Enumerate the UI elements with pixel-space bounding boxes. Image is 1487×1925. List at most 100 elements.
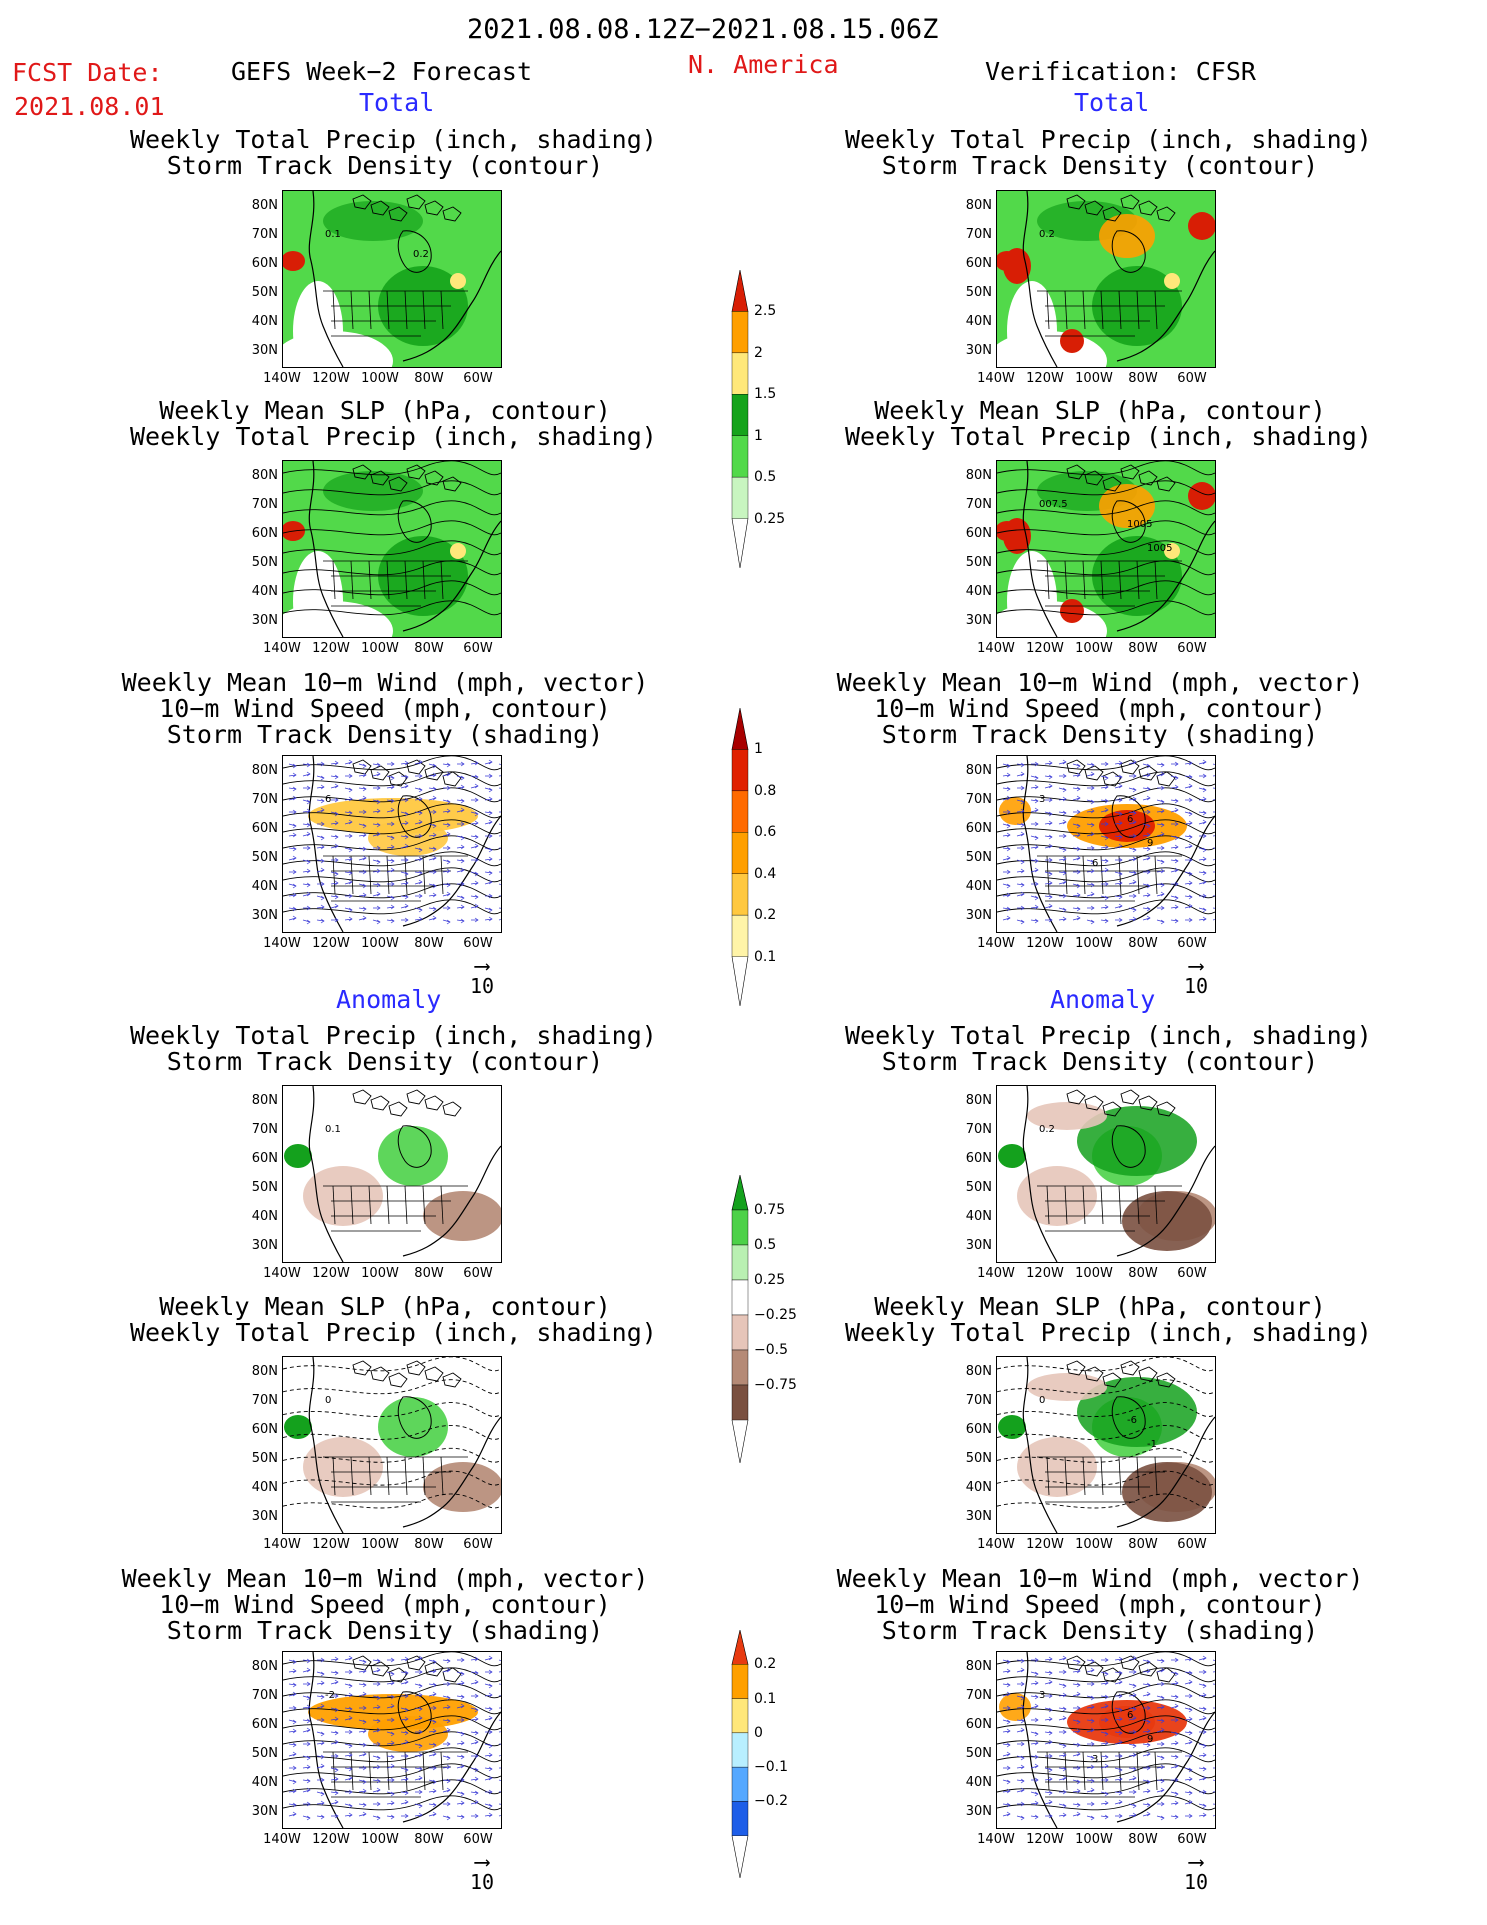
colorbar-segment	[731, 476, 749, 519]
west-coastline	[1022, 1357, 1058, 1533]
negative-precip-anomaly	[303, 1437, 383, 1497]
contour-value-label: 0.1	[325, 1124, 341, 1135]
east-coastline	[1116, 815, 1215, 927]
arctic-island-outline	[1156, 206, 1176, 222]
hudson-bay-outline	[397, 230, 432, 273]
panel-title-fc-wind-anom: Weekly Mean 10−m Wind (mph, vector) 10−m …	[121, 1564, 649, 1645]
latitude-tick-label: 70N	[965, 1393, 992, 1408]
arctic-island-outline	[1066, 464, 1086, 480]
arctic-island-outline	[370, 765, 390, 781]
political-borders	[1037, 1751, 1182, 1798]
longitude-tick-label: 120W	[312, 1537, 350, 1552]
political-borders	[323, 1185, 468, 1232]
longitude-tick-label: 80W	[1128, 1537, 1158, 1552]
arctic-island-outline	[1066, 759, 1086, 775]
arctic-island-outline	[442, 476, 462, 492]
colorbar-top-arrow	[731, 1630, 749, 1665]
colorbar-tick-label: 0.5	[754, 1237, 777, 1253]
east-coastline	[1116, 250, 1215, 362]
latitude-tick-label: 70N	[251, 497, 278, 512]
latitude-tick-label: 70N	[965, 792, 992, 807]
map-ver-slp-total: 007.5 1005 1005	[996, 460, 1216, 638]
hudson-bay-outline	[397, 1396, 432, 1439]
region-title: N. America	[688, 50, 839, 79]
date-range-title: 2021.08.08.12Z−2021.08.15.06Z	[467, 14, 939, 45]
vector-reference-fc-anom: ⟶ 10	[469, 1850, 495, 1895]
map-canvas: 3 6 9 3	[997, 1652, 1215, 1828]
precip-shading-moderate	[450, 543, 466, 559]
colorbar-tick-label: 0.1	[754, 1690, 777, 1707]
panel-title-ver-precip-anom: Weekly Total Precip (inch, shading) Storm…	[845, 1021, 1372, 1076]
latitude-tick-label: 30N	[965, 1804, 992, 1819]
east-coastline	[402, 1416, 501, 1528]
longitude-tick-label: 120W	[312, 641, 350, 656]
longitude-tick-label: 80W	[1128, 1832, 1158, 1847]
colorbar-segment	[731, 1801, 749, 1836]
precip-shading-max	[1003, 248, 1031, 284]
contour-value-label: 0	[1039, 1395, 1045, 1406]
arctic-island-outline	[1066, 1360, 1086, 1376]
arctic-island-outline	[1120, 1360, 1140, 1376]
colorbar-tick-label: 0.4	[754, 865, 777, 882]
latitude-tick-label: 70N	[965, 497, 992, 512]
contour-value-label: 0.1	[325, 229, 341, 240]
longitude-tick-label: 140W	[263, 371, 301, 386]
latitude-tick-label: 50N	[251, 850, 278, 865]
panel-title-fc-wind-total: Weekly Mean 10−m Wind (mph, vector) 10−m …	[121, 668, 649, 749]
positive-precip-anomaly-strong	[998, 1415, 1026, 1439]
wind-speed-contours	[997, 1652, 1215, 1811]
slp-anomaly-contours	[283, 1357, 501, 1509]
positive-precip-anomaly-strong	[284, 1415, 312, 1439]
west-coastline	[1022, 461, 1058, 637]
latitude-tick-label: 40N	[251, 1209, 278, 1224]
latitude-tick-label: 50N	[965, 850, 992, 865]
longitude-tick-label: 120W	[1026, 1832, 1064, 1847]
storm-track-shading	[368, 820, 448, 856]
longitude-tick-label: 100W	[1075, 641, 1113, 656]
latitude-tick-label: 30N	[251, 1509, 278, 1524]
latitude-tick-label: 80N	[965, 198, 992, 213]
storm-track-shading	[999, 797, 1031, 825]
positive-precip-anomaly-strong	[284, 1144, 312, 1168]
panel-title-fc-slp-anom: Weekly Mean SLP (hPa, contour) Weekly Tot…	[130, 1292, 657, 1347]
colorbar-segment	[731, 1384, 749, 1421]
arctic-island-outline	[1102, 206, 1122, 222]
arctic-island-outline	[1120, 194, 1140, 210]
precip-shading-high	[1099, 214, 1155, 258]
arctic-island-outline	[1084, 200, 1104, 216]
east-coastline	[1116, 1711, 1215, 1823]
arctic-island-outline	[442, 771, 462, 787]
colorbar-tick-label: 1	[754, 741, 763, 758]
latitude-tick-label: 60N	[251, 526, 278, 541]
arctic-island-outline	[1156, 771, 1176, 787]
colorbar-segment	[731, 1698, 749, 1734]
storm-track-shading	[999, 1693, 1031, 1721]
negative-precip-anomaly	[303, 1166, 383, 1226]
colorbar-tick-label: −0.1	[754, 1759, 788, 1776]
longitude-tick-label: 140W	[977, 1266, 1015, 1281]
colorbar-precip_total	[731, 270, 749, 569]
map-canvas: 007.5 1005 1005	[997, 461, 1215, 637]
latitude-tick-label: 30N	[251, 343, 278, 358]
arctic-island-outline	[1120, 759, 1140, 775]
arctic-island-outline	[1120, 1655, 1140, 1671]
east-coastline	[1116, 1145, 1215, 1257]
precip-shading-max	[1188, 482, 1215, 510]
contour-value-label: -1	[1147, 1439, 1157, 1450]
map-fc-wind-anom: -2	[282, 1651, 502, 1829]
colorbar-segment	[731, 435, 749, 478]
precip-shading-max	[1003, 518, 1031, 554]
colorbar-top-arrow	[731, 270, 749, 312]
arctic-island-outline	[352, 194, 372, 210]
colorbar-tick-label: 0	[754, 1724, 763, 1741]
precip-shading-moderate	[450, 273, 466, 289]
longitude-tick-label: 100W	[1075, 1266, 1113, 1281]
colorbar-tick-label: 2.5	[754, 303, 777, 320]
latitude-tick-label: 60N	[251, 1422, 278, 1437]
arctic-island-outline	[1084, 1661, 1104, 1677]
latitude-tick-label: 40N	[965, 1775, 992, 1790]
precip-shading-high	[1099, 484, 1155, 528]
west-coastline	[308, 461, 344, 637]
political-borders	[1037, 290, 1182, 337]
contour-value-label: 6	[325, 794, 331, 805]
